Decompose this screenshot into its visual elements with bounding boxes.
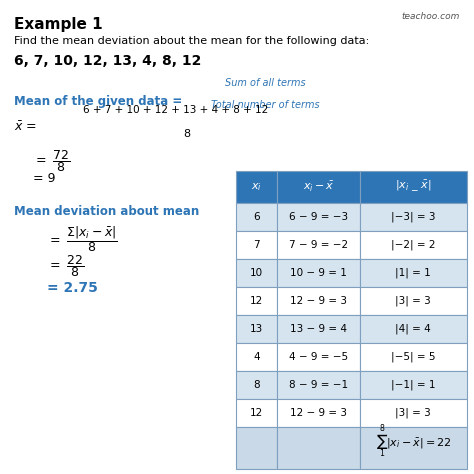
Text: 8: 8 <box>183 129 191 139</box>
Text: |−2| = 2: |−2| = 2 <box>391 239 436 250</box>
Text: |3| = 3: |3| = 3 <box>395 407 431 418</box>
Text: Mean deviation about mean: Mean deviation about mean <box>14 205 200 218</box>
Text: $=\ \dfrac{\Sigma|x_i - \bar{x}|}{8}$: $=\ \dfrac{\Sigma|x_i - \bar{x}|}{8}$ <box>47 224 118 254</box>
Text: |−1| = 1: |−1| = 1 <box>391 379 436 390</box>
Text: 6, 7, 10, 12, 13, 4, 8, 12: 6, 7, 10, 12, 13, 4, 8, 12 <box>14 54 201 68</box>
Text: 6: 6 <box>253 211 260 222</box>
Text: $=\ \dfrac{22}{8}$: $=\ \dfrac{22}{8}$ <box>47 254 85 280</box>
Text: 13: 13 <box>250 324 263 334</box>
Text: $x_i - \bar{x}$: $x_i - \bar{x}$ <box>302 180 334 194</box>
Text: Find the mean deviation about the mean for the following data:: Find the mean deviation about the mean f… <box>14 36 369 46</box>
Text: 4: 4 <box>253 352 260 362</box>
Text: 10 − 9 = 1: 10 − 9 = 1 <box>290 268 347 278</box>
Text: 6 + 7 + 10 + 12 + 13 + 4 + 8 + 12: 6 + 7 + 10 + 12 + 13 + 4 + 8 + 12 <box>83 105 268 115</box>
Text: 8: 8 <box>253 380 260 390</box>
Text: 6 − 9 = −3: 6 − 9 = −3 <box>289 211 348 222</box>
Text: 7: 7 <box>253 240 260 250</box>
Text: 10: 10 <box>250 268 263 278</box>
Text: 12: 12 <box>250 408 263 418</box>
Text: $\sum_{1}^{8}|x_i - \bar{x}| = 22$: $\sum_{1}^{8}|x_i - \bar{x}| = 22$ <box>375 424 451 462</box>
Text: Mean of the given data =: Mean of the given data = <box>14 95 182 108</box>
Text: 4 − 9 = −5: 4 − 9 = −5 <box>289 352 348 362</box>
Text: 8 − 9 = −1: 8 − 9 = −1 <box>289 380 348 390</box>
Text: 12: 12 <box>250 296 263 306</box>
Text: |−5| = 5: |−5| = 5 <box>391 351 436 362</box>
Text: |3| = 3: |3| = 3 <box>395 295 431 306</box>
Text: |−3| = 3: |−3| = 3 <box>391 211 436 222</box>
Text: $\bar{x}$ =: $\bar{x}$ = <box>14 121 37 135</box>
Text: |4| = 4: |4| = 4 <box>395 323 431 334</box>
Text: teachoo.com: teachoo.com <box>401 12 460 21</box>
Text: $x_i$: $x_i$ <box>251 181 262 192</box>
Text: = 2.75: = 2.75 <box>47 281 98 295</box>
Text: 12 − 9 = 3: 12 − 9 = 3 <box>290 296 347 306</box>
Text: Total number of terms: Total number of terms <box>211 100 320 110</box>
Text: 13 − 9 = 4: 13 − 9 = 4 <box>290 324 347 334</box>
Text: |1| = 1: |1| = 1 <box>395 267 431 278</box>
Text: $=\ \dfrac{72}{8}$: $=\ \dfrac{72}{8}$ <box>33 148 71 174</box>
Text: Example 1: Example 1 <box>14 17 103 32</box>
Text: $|x_i\ \_\ \bar{x}|$: $|x_i\ \_\ \bar{x}|$ <box>395 179 431 194</box>
Text: = 9: = 9 <box>33 172 55 184</box>
Text: Sum of all terms: Sum of all terms <box>225 78 306 88</box>
Text: 12 − 9 = 3: 12 − 9 = 3 <box>290 408 347 418</box>
Text: 7 − 9 = −2: 7 − 9 = −2 <box>289 240 348 250</box>
